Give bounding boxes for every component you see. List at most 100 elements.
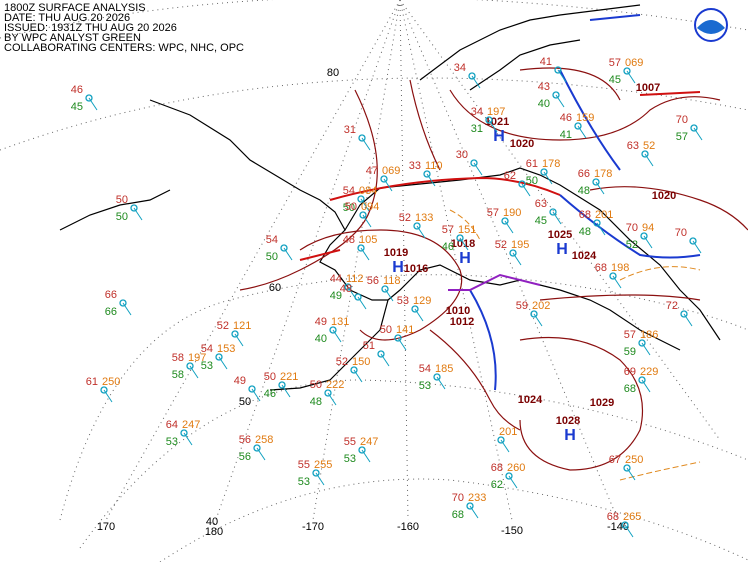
wind-barb	[504, 220, 514, 234]
isobar	[539, 294, 701, 301]
temperature: 68	[579, 209, 591, 221]
station-marker	[324, 389, 332, 397]
high-center: H	[392, 259, 404, 276]
wind-barb	[251, 388, 261, 402]
pressure-reading: 069	[625, 57, 643, 69]
pressure-reading: 247	[360, 436, 378, 448]
temperature: 54	[201, 343, 213, 355]
dewpoint: 50	[526, 175, 538, 187]
pressure-reading: 112	[346, 273, 364, 285]
wind-barb	[469, 505, 479, 519]
wind-barb	[218, 356, 228, 370]
longitude-label: -150	[501, 525, 523, 537]
pressure-reading: 133	[415, 212, 433, 224]
cold-front	[559, 194, 701, 259]
station-marker	[350, 366, 358, 374]
wind-barb	[683, 313, 693, 327]
pressure-reading: 186	[640, 329, 658, 341]
station-marker	[552, 91, 560, 99]
isobar-label: 1012	[450, 316, 474, 328]
warm-front	[329, 176, 561, 201]
high-center: H	[564, 427, 576, 444]
center-pressure: 1021	[485, 116, 509, 128]
station-marker	[609, 272, 617, 280]
temperature: 61	[86, 376, 98, 388]
temperature: 50	[380, 324, 392, 336]
station-marker	[130, 204, 138, 212]
station-marker	[592, 178, 600, 186]
station-marker	[593, 219, 601, 227]
latitude-label: 60	[269, 282, 281, 294]
station-marker	[623, 464, 631, 472]
wind-barb	[315, 472, 325, 486]
temperature: 55	[298, 459, 310, 471]
dewpoint: 53	[201, 360, 213, 372]
temperature: 52	[399, 212, 411, 224]
station-marker	[119, 299, 127, 307]
dewpoint: 68	[624, 383, 636, 395]
wind-barb	[692, 240, 702, 254]
isobar	[449, 89, 721, 141]
logo-wave	[697, 20, 725, 34]
station-marker	[485, 116, 493, 124]
station-marker	[358, 446, 366, 454]
temperature: 59	[516, 300, 528, 312]
temperature: 31	[344, 124, 356, 136]
wind-barb	[133, 207, 143, 221]
wind-barb	[327, 392, 337, 406]
isobar	[519, 67, 621, 101]
high-center: H	[459, 250, 471, 267]
station-marker	[278, 381, 286, 389]
dewpoint: 53	[344, 453, 356, 465]
header-line: DATE: THU AUG 20 2026	[4, 12, 130, 24]
center-pressure: 1018	[451, 238, 475, 250]
station-marker	[248, 385, 256, 393]
station-marker	[680, 310, 688, 318]
wind-barb	[380, 353, 390, 367]
station-marker	[433, 373, 441, 381]
wind-barb	[122, 302, 132, 316]
temperature: 58	[172, 352, 184, 364]
wind-barb	[643, 235, 653, 249]
wind-barb	[283, 247, 293, 261]
wind-barb	[693, 127, 703, 141]
dewpoint: 48	[578, 185, 590, 197]
temperature: 34	[471, 106, 483, 118]
temperature: 51	[363, 340, 375, 352]
isobars	[239, 67, 748, 471]
station-marker	[497, 436, 505, 444]
pressure-reading: 094	[361, 201, 379, 213]
temperature: 70	[676, 114, 688, 126]
pressure-reading: 069	[382, 165, 400, 177]
pressure-reading: 178	[542, 158, 560, 170]
temperature: 57	[442, 224, 454, 236]
wind-barb	[473, 162, 483, 176]
temperature: 72	[666, 300, 678, 312]
lon-line	[399, 0, 721, 441]
temperature: 54	[419, 363, 431, 375]
latitude-label: 50	[239, 396, 251, 408]
temperature: 47	[366, 165, 378, 177]
wind-barb	[471, 75, 481, 89]
temperature: 54	[266, 234, 278, 246]
longitude-label: 170	[97, 521, 115, 533]
station-marker	[689, 237, 697, 245]
wind-barb	[332, 329, 342, 343]
dewpoint: 45	[71, 101, 83, 113]
temperature: 52	[495, 239, 507, 251]
header-line: COLLABORATING CENTERS: WPC, NHC, OPC	[4, 42, 244, 54]
station-marker	[423, 170, 431, 178]
wind-barb	[357, 296, 367, 310]
pressure-reading: 151	[458, 224, 476, 236]
wind-barb	[234, 333, 244, 347]
wind-barb	[189, 365, 199, 379]
station-marker	[530, 310, 538, 318]
troughs	[449, 209, 701, 481]
pressure-reading: 197	[188, 352, 206, 364]
station-marker	[344, 283, 352, 291]
station-marker	[470, 159, 478, 167]
temperature: 63	[535, 198, 547, 210]
pressure-reading: 201	[595, 209, 613, 221]
pressure-reading: 233	[468, 492, 486, 504]
